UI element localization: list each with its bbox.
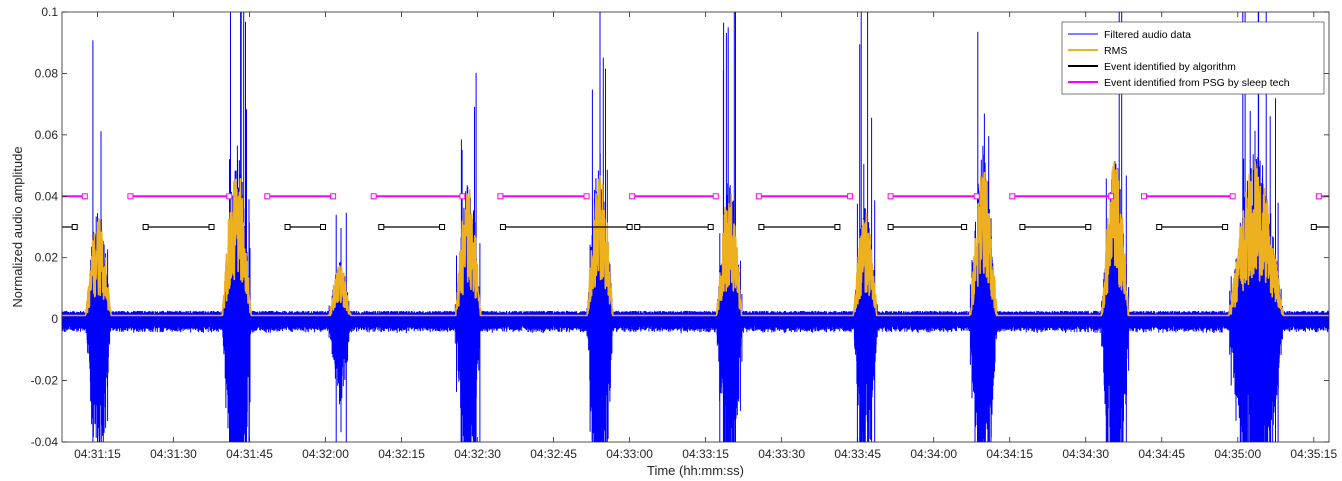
y-axis: -0.04 -0.02 0 0.02 0.04 0.06 0.08 0.1 <box>31 5 1329 449</box>
x-tick-label: 04:31:45 <box>226 447 273 461</box>
x-tick-label: 04:32:00 <box>302 447 349 461</box>
x-tick-label: 04:31:15 <box>74 447 121 461</box>
x-tick-label: 04:34:15 <box>986 447 1033 461</box>
y-tick-label: 0.1 <box>41 5 58 19</box>
x-tick-label: 04:32:30 <box>454 447 501 461</box>
event-marker <box>142 224 149 230</box>
x-axis-label: Time (hh:mm:ss) <box>647 463 744 478</box>
x-tick-label: 04:34:45 <box>1138 447 1185 461</box>
plot-frame <box>61 11 1330 443</box>
legend-label: Event identified from PSG by sleep tech <box>1104 77 1290 89</box>
event-marker <box>264 193 271 200</box>
event-marker <box>583 193 590 200</box>
x-tick-label: 04:33:45 <box>834 447 881 461</box>
y-tick-label: 0.04 <box>35 189 59 203</box>
event-marker <box>284 224 291 230</box>
event-marker <box>497 193 504 200</box>
event-marker <box>1315 193 1322 200</box>
event-marker <box>378 224 385 230</box>
x-tick-label: 04:33:15 <box>682 447 729 461</box>
event-marker <box>629 193 636 200</box>
event-marker <box>226 193 233 200</box>
x-tick-label: 04:33:00 <box>606 447 653 461</box>
event-marker <box>973 193 980 200</box>
event-marker <box>834 224 841 230</box>
event-marker <box>81 193 88 200</box>
event-marker <box>847 193 854 200</box>
x-tick-label: 04:33:30 <box>758 447 805 461</box>
x-tick-label: 04:35:00 <box>1214 447 1261 461</box>
event-marker <box>626 224 633 230</box>
event-marker <box>320 224 327 230</box>
event-layer <box>62 193 1329 230</box>
event-marker <box>634 224 641 230</box>
x-tick-label: 04:34:00 <box>910 447 957 461</box>
event-marker <box>459 193 466 200</box>
x-tick-label: 04:35:15 <box>1290 447 1337 461</box>
x-tick-label: 04:32:15 <box>378 447 425 461</box>
event-marker <box>887 193 894 200</box>
x-tick-label: 04:34:30 <box>1062 447 1109 461</box>
event-marker <box>1009 193 1016 200</box>
y-tick-label: -0.04 <box>31 435 59 449</box>
event-marker <box>208 224 215 230</box>
legend-box <box>1061 21 1325 95</box>
event-marker <box>1085 224 1092 230</box>
event-marker <box>127 193 134 200</box>
event-marker <box>755 193 762 200</box>
y-tick-label: -0.02 <box>31 374 59 388</box>
y-tick-label: 0 <box>51 312 58 326</box>
event-marker <box>1229 193 1236 200</box>
x-tick-label: 04:31:30 <box>150 447 197 461</box>
event-marker <box>499 224 506 230</box>
y-tick-label: 0.06 <box>35 128 59 142</box>
legend-label: Event identified by algorithm <box>1104 61 1236 73</box>
event-marker <box>1156 224 1163 230</box>
event-marker <box>1222 224 1229 230</box>
y-tick-label: 0.08 <box>35 66 59 80</box>
event-marker <box>330 193 337 200</box>
event-marker <box>71 224 78 230</box>
event-marker <box>439 224 446 230</box>
rms-line <box>61 161 1330 317</box>
event-marker <box>1141 193 1148 200</box>
legend-label: Filtered audio data <box>1104 29 1191 41</box>
event-marker <box>707 224 714 230</box>
y-tick-label: 0.02 <box>35 251 59 265</box>
event-marker <box>1019 224 1026 230</box>
x-axis: 04:31:15 04:31:30 04:31:45 04:32:00 04:32:15… <box>74 12 1337 461</box>
y-axis-label: Normalized audio amplitude <box>10 146 25 307</box>
rms-layer <box>61 161 1330 317</box>
event-marker <box>887 224 894 230</box>
event-marker <box>370 193 377 200</box>
event-marker <box>961 224 968 230</box>
legend-label: RMS <box>1104 45 1127 57</box>
event-marker <box>1108 193 1115 200</box>
legend: Filtered audio data RMS Event identified b… <box>1061 21 1325 95</box>
event-marker <box>712 193 719 200</box>
x-tick-label: 04:32:45 <box>530 447 577 461</box>
event-marker <box>1310 224 1317 230</box>
event-marker <box>758 224 765 230</box>
